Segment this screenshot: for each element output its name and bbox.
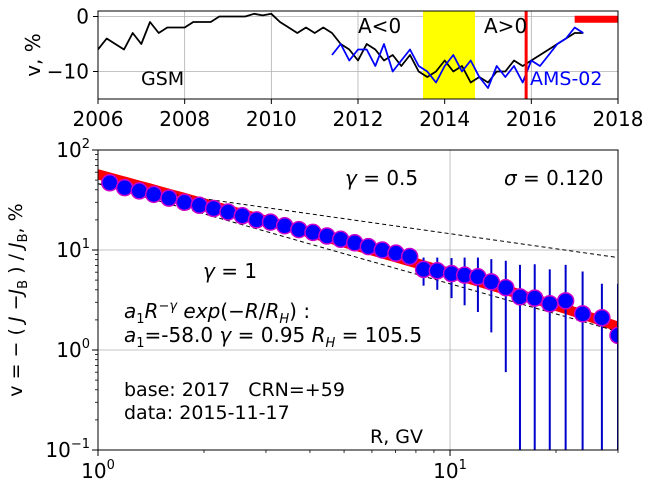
top-ytick-label: −10: [47, 60, 89, 84]
data-point: [219, 203, 237, 221]
data-point: [160, 189, 178, 207]
data-point: [190, 196, 209, 215]
bottom-ytick-label: 100: [56, 337, 90, 362]
data-point: [130, 182, 149, 200]
top-ticks: 2006 2008 2010 2012 2014 2016 2018 0 −10: [47, 5, 644, 132]
data-point: [593, 309, 611, 327]
highlight-span: [423, 11, 475, 99]
data-point: [541, 295, 559, 313]
annotation-fit-params: a1=-58.0 γ = 0.95 RH = 105.5: [124, 323, 422, 351]
bottom-ylabel: v = − ( J −JB ) / JB, %: [5, 203, 31, 396]
data-point: [275, 216, 294, 235]
top-xtick-label: 2012: [333, 107, 384, 131]
data-point: [497, 278, 515, 297]
top-xtick-label: 2018: [593, 107, 644, 131]
bottom-axes-frame: [97, 149, 619, 451]
top-xtick-label: 2010: [246, 107, 297, 131]
top-ylabel: v, %: [21, 33, 45, 77]
data-point: [400, 247, 419, 266]
legend-gsm: GSM: [141, 68, 184, 90]
bottom-xtick-label: 100: [81, 458, 115, 483]
data-point: [101, 174, 119, 192]
data-point: [115, 178, 134, 197]
reference-line-gamma-one: [98, 183, 618, 333]
data-point: [428, 262, 447, 280]
top-xtick-label: 2006: [73, 107, 124, 131]
top-panel: 2006 2008 2010 2012 2014 2016 2018 0 −10 v, % GS…: [21, 5, 643, 132]
data-point: [290, 220, 308, 239]
top-xtick-label: 2008: [159, 107, 210, 131]
legend-ams: AMS-02: [530, 68, 602, 90]
annotation-gamma-half: γ = 0.5: [345, 166, 418, 190]
bottom-xlabel: R, GV: [370, 426, 423, 448]
top-series-group: [98, 12, 584, 89]
bottom-ytick-label: 102: [56, 137, 90, 162]
data-point: [261, 213, 280, 231]
data-points: [101, 174, 618, 345]
data-point: [573, 305, 592, 323]
annotation-date: data: 2015-11-17: [124, 402, 290, 424]
top-xtick-label: 2014: [419, 107, 470, 131]
data-point: [482, 273, 501, 291]
data-point: [556, 292, 575, 310]
data-point: [511, 288, 529, 306]
data-point: [204, 199, 223, 218]
data-point: [175, 193, 194, 212]
top-ytick-label: 0: [76, 5, 89, 29]
annotation-formula: a1R−γ exp(−R/RH) :: [124, 299, 310, 327]
bottom-xtick-label: 101: [433, 458, 467, 483]
annotation-gamma-one: γ = 1: [203, 259, 257, 283]
annotation-sigma: σ = 0.120: [504, 166, 603, 190]
annotation-base: base: 2017 CRN=+59: [124, 379, 345, 401]
data-point: [525, 289, 544, 307]
top-xtick-label: 2016: [506, 107, 557, 131]
bottom-ytick-label: 101: [56, 237, 90, 262]
annotation-a-negative: A<0: [358, 14, 401, 38]
data-point: [609, 326, 618, 345]
data-point: [144, 185, 163, 204]
series-line-ams-02: [331, 26, 584, 89]
annotation-a-positive: A>0: [484, 14, 527, 38]
